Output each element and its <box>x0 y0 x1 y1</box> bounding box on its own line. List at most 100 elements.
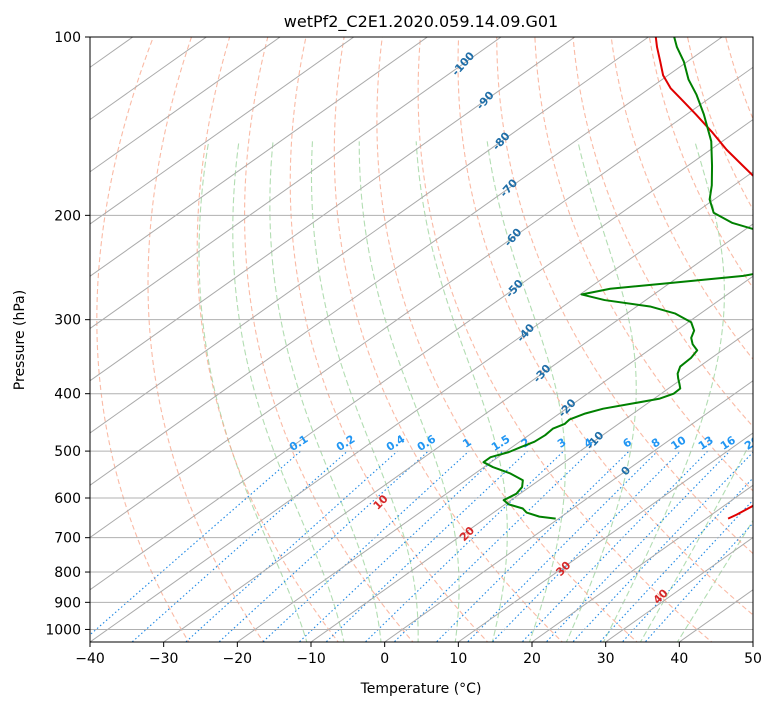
isotherm-line <box>90 37 355 225</box>
y-tick-label: 400 <box>54 387 81 403</box>
x-tick-label: −10 <box>296 651 326 667</box>
pressure-gridlines <box>90 37 753 630</box>
dry-adiabat-line <box>648 37 753 289</box>
y-tick-label: 100 <box>54 30 81 46</box>
isotherm-line <box>163 223 753 642</box>
isotherm-line <box>90 171 753 642</box>
x-tick-label: −20 <box>223 651 253 667</box>
isotherm-line <box>531 484 753 642</box>
x-tick-label: 40 <box>670 651 688 667</box>
dry-adiabat-line <box>572 37 753 428</box>
mixing-ratio-lines <box>90 450 753 642</box>
axes: −40 −30 −20 −10 0 10 20 30 40 5010020030040050060… <box>45 30 762 667</box>
isotherm-line <box>237 275 753 642</box>
isotherm-line <box>90 37 723 486</box>
isotherm-line <box>90 37 207 121</box>
moist-adiabat-line <box>232 141 345 642</box>
moist-adiabat-line <box>310 141 419 642</box>
mixing-ratio-label: 10 <box>669 433 689 452</box>
isotherms <box>0 37 753 642</box>
isotherm-line <box>0 37 59 642</box>
mixing-ratio-line <box>184 450 398 642</box>
y-tick-label: 1000 <box>45 622 81 638</box>
x-tick-label: 50 <box>744 651 762 667</box>
mixing-ratio-label: 3 <box>555 436 569 451</box>
profile-series <box>482 37 753 520</box>
mixing-ratio-label: 25 <box>767 434 775 453</box>
mixing-ratio-line <box>644 522 753 642</box>
dry-adiabat-label: 30 <box>553 559 573 579</box>
mixing-ratio-line <box>621 499 753 642</box>
dry-adiabats <box>96 24 775 645</box>
moist-adiabat-line <box>269 141 382 642</box>
y-tick-label: 200 <box>54 208 81 224</box>
mixing-ratio-line <box>466 450 659 642</box>
isotherm-line <box>90 37 281 173</box>
mixing-ratio-line <box>218 450 429 642</box>
isotherm-line <box>90 37 576 382</box>
y-tick-label: 700 <box>54 531 81 547</box>
mixing-ratio-line <box>131 450 348 642</box>
y-axis-label: Pressure (hPa) <box>12 290 28 390</box>
dry-adiabat-line <box>244 37 414 642</box>
isotherm-line <box>90 118 753 591</box>
isotherm-label: -50 <box>503 277 526 301</box>
isotherm-line <box>679 589 753 642</box>
isotherm-line <box>90 37 649 434</box>
moist-adiabat-line <box>415 141 508 642</box>
x-tick-label: 10 <box>449 651 467 667</box>
x-tick-label: −40 <box>75 651 105 667</box>
moist-adiabats <box>198 141 753 642</box>
mixing-ratio-label: 8 <box>649 436 663 451</box>
y-tick-label: 900 <box>54 595 81 611</box>
mixing-ratio-label: 13 <box>696 434 716 453</box>
x-tick-label: −30 <box>149 651 179 667</box>
isotherm-label: -70 <box>497 176 520 200</box>
y-tick-label: 600 <box>54 491 81 507</box>
plot-area: 0.10.20.40.611.52346810131620253036-100-… <box>0 24 775 645</box>
isotherm-line <box>90 37 502 330</box>
y-tick-label: 800 <box>54 565 81 581</box>
isotherm-line <box>90 66 753 539</box>
moist-adiabat-line <box>639 436 753 642</box>
isotherm-label: -30 <box>531 362 554 386</box>
mixing-ratio-line <box>521 450 709 642</box>
moist-adiabat-line <box>602 141 725 642</box>
isotherm-label: -40 <box>514 321 537 345</box>
dry-adiabat-line <box>760 24 775 645</box>
isotherm-line <box>310 327 753 642</box>
dry-adiabat-label: 10 <box>371 492 391 512</box>
moist-adiabat-line <box>358 141 460 642</box>
isotherm-line <box>605 536 753 642</box>
dry-adiabat-line <box>376 37 638 642</box>
plot-frame <box>89 36 754 643</box>
moist-adiabat-line <box>486 141 566 642</box>
mixing-ratio-line <box>298 450 504 642</box>
x-tick-label: 0 <box>380 651 389 667</box>
moist-adiabat-line <box>676 519 753 642</box>
mixing-ratio-line <box>599 477 753 642</box>
mixing-ratio-label: 20 <box>742 433 762 452</box>
y-tick-label: 500 <box>54 444 81 460</box>
chart-title: wetPf2_C2E1.2020.059.14.09.G01 <box>284 12 558 32</box>
dry-adiabat-line <box>496 37 753 555</box>
dry-adiabat-line <box>147 37 265 642</box>
mixing-ratio-label: 16 <box>718 433 738 452</box>
mixing-ratio-line <box>325 450 528 642</box>
mixing-ratio-line <box>435 450 630 642</box>
isotherm-label: 0 <box>619 463 634 478</box>
temperature-profile-line <box>654 37 753 520</box>
dry-adiabat-line <box>534 37 753 492</box>
isotherm-line <box>458 432 753 642</box>
isotherm-line <box>384 380 753 642</box>
mixing-ratio-line <box>491 450 681 642</box>
isotherm-line <box>90 37 428 277</box>
moist-adiabat-line <box>565 141 637 642</box>
isotherm-label: -80 <box>490 129 513 153</box>
mixing-ratio-line <box>572 451 753 642</box>
isotherm-line <box>752 641 753 642</box>
mixing-ratio-line <box>364 450 565 642</box>
x-tick-label: 30 <box>597 651 615 667</box>
isotherm-label: -100 <box>449 49 477 78</box>
isotherm-label: -90 <box>474 89 497 113</box>
